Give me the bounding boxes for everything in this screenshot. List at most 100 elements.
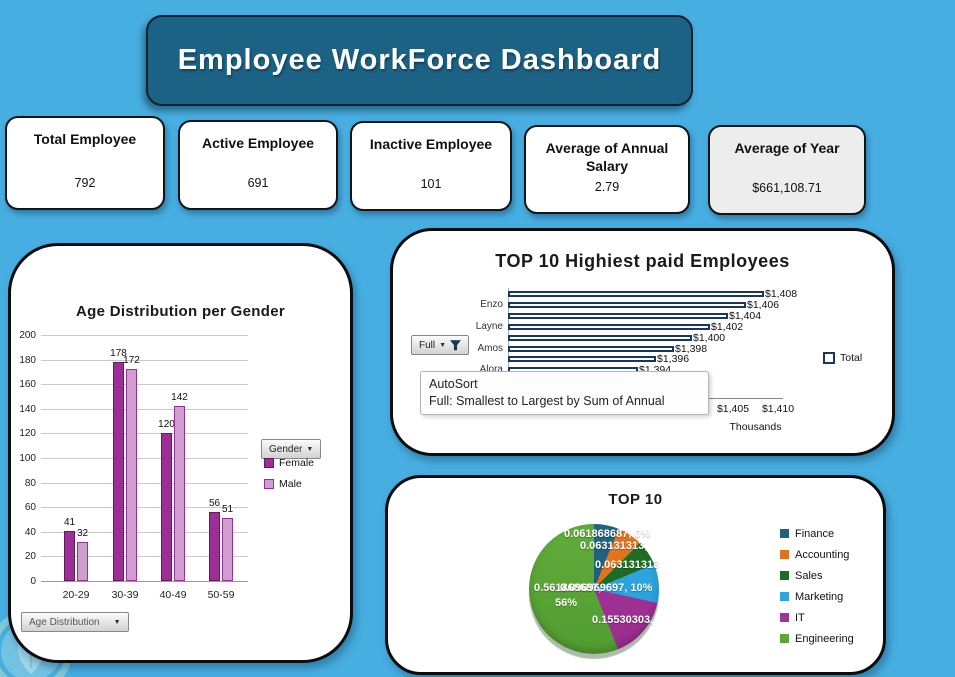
bar-female-50-59 (209, 512, 220, 581)
dashboard-title: Employee WorkForce Dashboard (177, 44, 662, 76)
age-chart-legend: Female Male (264, 457, 314, 499)
top10-paid-title: TOP 10 Highiest paid Employees (495, 251, 790, 271)
bar-value-label: 51 (221, 504, 234, 516)
kpi-label: Average of Annual Salary (545, 140, 669, 175)
legend-swatch-accounting (780, 550, 789, 559)
gender-field-button[interactable]: Gender ▼ (261, 439, 322, 459)
hbar-enzo (508, 301, 746, 308)
pie-data-label: 0.096969697, 10% (560, 582, 653, 594)
bar-value-label: 41 (63, 516, 76, 528)
legend-item-marketing: Marketing (780, 586, 854, 607)
kpi-value: 691 (247, 176, 269, 190)
age-distribution-field-label: Age Distribution (29, 616, 100, 628)
legend-item-it: IT (780, 607, 854, 628)
bar-value-label: 32 (76, 527, 89, 539)
kpi-card-total-employee: Total Employee 792 (5, 116, 165, 210)
y-gridline (41, 531, 248, 533)
y-gridline (41, 458, 248, 459)
bar-male-40-49 (174, 406, 185, 581)
kpi-value: 2.79 (594, 180, 620, 194)
y-gridline (41, 482, 248, 484)
pie-data-label: 0.15530303, (592, 614, 654, 626)
y-axis-label: 60 (24, 502, 36, 514)
hbar-value-label: $1,398 (675, 342, 708, 355)
autosort-tooltip: AutoSort Full: Smallest to Largest by Su… (420, 371, 709, 415)
bar-male-20-29 (77, 541, 88, 581)
legend-swatch-total (823, 352, 835, 364)
age-distribution-panel: Age Distribution per Gender 0 20 40 60 80 100… (8, 243, 353, 663)
bar-value-label: 172 (123, 355, 140, 367)
hbar-value-label: $1,402 (711, 320, 744, 333)
legend-swatch-female (264, 458, 274, 468)
pie-data-label: 0.561868687, (534, 582, 602, 594)
hbar-amos (508, 345, 674, 352)
full-filter-label: Full (419, 339, 436, 351)
legend-label: Accounting (795, 548, 850, 561)
chevron-down-icon: ▼ (306, 445, 314, 453)
top10-pie-chart (529, 524, 659, 654)
legend-item-finance: Finance (780, 523, 854, 544)
kpi-card-average-year: Average of Year $661,108.71 (708, 125, 866, 215)
age-distribution-field-button[interactable]: Age Distribution ▼ (21, 612, 129, 632)
legend-item-male: Male (264, 478, 314, 490)
chevron-down-icon: ▼ (439, 341, 447, 349)
x-tick-label: $1,405 (716, 403, 750, 415)
hbar-rank5 (508, 334, 692, 341)
bar-female-20-29 (64, 530, 75, 581)
y-axis-label: 200 (19, 330, 36, 341)
kpi-card-active-employee: Active Employee 691 (178, 120, 338, 210)
chevron-down-icon: ▼ (113, 618, 121, 626)
funnel-icon (450, 339, 462, 350)
y-gridline (41, 408, 248, 410)
hbar-rank7 (508, 356, 656, 363)
hbar-value-label: $1,400 (693, 331, 726, 344)
kpi-card-average-annual-salary: Average of Annual Salary 2.79 (524, 125, 690, 214)
kpi-label: Inactive Employee (369, 136, 493, 152)
hbar-name-label: Layne (475, 320, 503, 332)
hbar-name-label: Alora (479, 364, 503, 376)
pie-data-label: 0.063131313 (595, 559, 660, 571)
legend-label: Finance (795, 527, 835, 540)
bar-value-label: 142 (171, 392, 188, 404)
top10-paid-legend: Total (823, 352, 862, 364)
x-axis-label: 20-29 (62, 589, 90, 601)
legend-swatch-engineering (780, 634, 789, 643)
hbar-value-label: $1,406 (747, 298, 780, 311)
hbar-name-label: Enzo (480, 298, 503, 310)
tooltip-line1: AutoSort (429, 377, 478, 391)
pie-labels-layer: 0.061868687, 6% 0.063131313, 0.063131313 0.… (388, 478, 883, 672)
x-tick-label: $1,410 (761, 403, 795, 415)
legend-label: IT (795, 611, 805, 624)
kpi-value: $661,108.71 (752, 181, 822, 195)
legend-swatch-it (780, 613, 789, 622)
y-gridline (41, 581, 248, 582)
top10-pie-legend: Finance Accounting Sales Marketing IT Enginee… (780, 523, 854, 649)
tooltip-line2: Full: Smallest to Largest by Sum of Annu… (429, 394, 665, 408)
legend-swatch-sales (780, 571, 789, 580)
legend-label: Engineering (795, 632, 854, 645)
gender-field-label: Gender (269, 443, 303, 455)
y-axis-label: 40 (24, 526, 36, 538)
bar-female-30-39 (113, 362, 124, 581)
legend-label: Male (279, 478, 302, 490)
bar-male-30-39 (126, 369, 137, 581)
legend-item-female: Female (264, 457, 314, 469)
age-chart-plot-area: 0 20 40 60 80 100 120 140 160 180 200 20-29 41 32 30-3… (11, 246, 350, 660)
hbar-value-label: $1,404 (729, 309, 762, 322)
legend-label: Marketing (795, 590, 844, 603)
value-axis-line (508, 288, 509, 398)
kpi-label: Active Employee (201, 135, 315, 151)
full-filter-button[interactable]: Full ▼ (411, 335, 470, 355)
hbar-value-label: $1,408 (765, 288, 798, 300)
top10-paid-panel: TOP 10 Highiest paid Employees $1,408 $1,… (390, 228, 895, 456)
bar-value-label: 178 (110, 348, 127, 360)
y-gridline (41, 384, 248, 386)
legend-item-engineering: Engineering (780, 628, 854, 649)
age-chart-title: Age Distribution per Gender (76, 303, 285, 320)
legend-swatch-finance (780, 529, 789, 538)
y-gridline (41, 433, 248, 435)
y-axis-label: 160 (19, 379, 36, 391)
y-gridline (41, 359, 248, 361)
x-axis-label: 40-49 (159, 589, 187, 601)
x-axis-title: Thousands (729, 421, 782, 433)
